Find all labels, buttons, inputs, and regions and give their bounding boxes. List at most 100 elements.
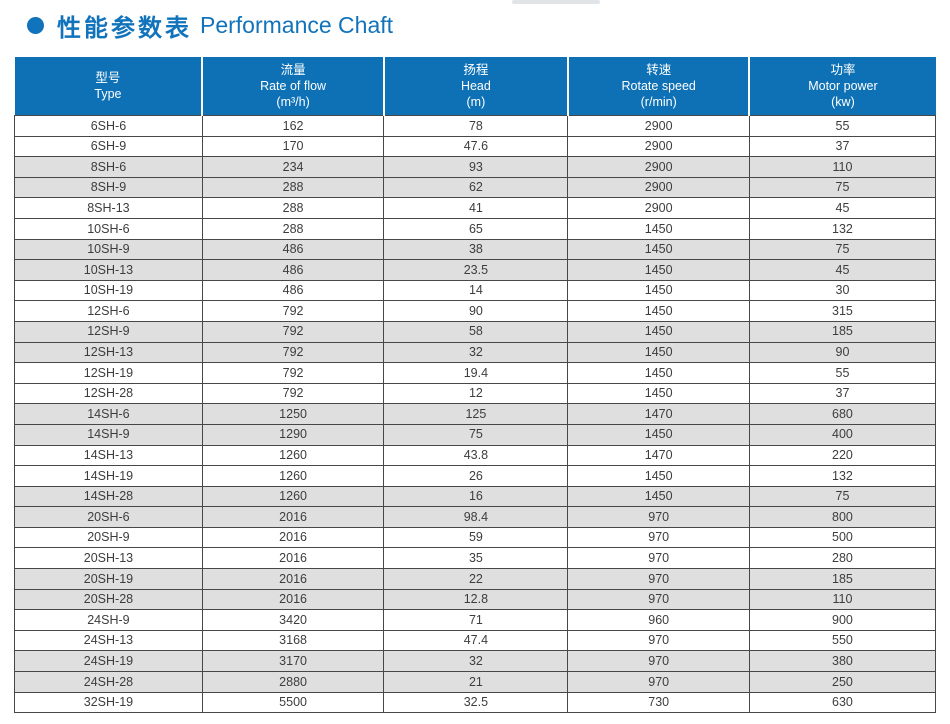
cell-head: 38	[383, 238, 569, 261]
cell-power: 550	[748, 629, 937, 652]
cell-speed: 1450	[567, 217, 750, 240]
cell-type: 8SH-13	[14, 197, 203, 219]
cell-type: 6SH-9	[14, 135, 203, 158]
table-row: 20SH-6 2016 98.4 970 800	[14, 506, 937, 528]
cell-speed: 970	[567, 671, 750, 693]
table-row: 6SH-9 170 47.6 2900 37	[14, 135, 937, 158]
table-row: 24SH-9 3420 71 960 900	[14, 609, 937, 631]
cell-type: 12SH-13	[14, 341, 203, 364]
cell-power: 75	[748, 485, 937, 508]
cell-type: 8SH-9	[14, 176, 203, 199]
cell-flow: 162	[201, 115, 385, 137]
cell-speed: 1450	[567, 485, 750, 508]
cell-speed: 1450	[567, 320, 750, 343]
table-row: 10SH-13 486 23.5 1450 45	[14, 259, 937, 281]
table-row: 14SH-19 1260 26 1450 132	[14, 465, 937, 487]
cell-speed: 970	[567, 547, 750, 570]
cell-head: 65	[383, 217, 569, 240]
column-header-en: Head	[460, 78, 491, 93]
cell-flow: 2016	[201, 588, 385, 611]
cell-type: 12SH-6	[14, 300, 203, 322]
table-header-row: 型号 Type 流量 Rate of flow (m³/h) 扬程 Head (m) 转速 Rot…	[14, 57, 936, 116]
cell-power: 220	[748, 444, 937, 467]
cell-power: 680	[748, 403, 937, 425]
cell-type: 14SH-28	[14, 485, 203, 508]
cell-power: 800	[748, 506, 937, 528]
cell-speed: 2900	[567, 156, 750, 178]
cell-speed: 1450	[567, 362, 750, 384]
table-row: 8SH-9 288 62 2900 75	[14, 176, 937, 199]
cell-head: 75	[383, 423, 569, 446]
cell-head: 23.5	[383, 259, 569, 281]
column-header-cn: 扬程	[463, 62, 489, 77]
column-header-unit: (m³/h)	[276, 95, 310, 110]
table-row: 24SH-28 2880 21 970 250	[14, 671, 937, 693]
cell-type: 8SH-6	[14, 156, 203, 178]
cell-speed: 1450	[567, 259, 750, 281]
cell-power: 400	[748, 423, 937, 446]
cell-speed: 960	[567, 609, 750, 631]
cell-flow: 486	[201, 238, 385, 261]
column-header-en: Rotate speed	[621, 78, 696, 93]
cell-speed: 1450	[567, 279, 750, 302]
table-row: 14SH-6 1250 125 1470 680	[14, 403, 937, 425]
cell-flow: 792	[201, 362, 385, 384]
cell-flow: 288	[201, 217, 385, 240]
cell-type: 12SH-19	[14, 362, 203, 384]
cell-power: 315	[748, 300, 937, 322]
cell-speed: 970	[567, 506, 750, 528]
cell-type: 24SH-28	[14, 671, 203, 693]
cell-head: 32	[383, 341, 569, 364]
cell-power: 185	[748, 320, 937, 343]
table-row: 20SH-28 2016 12.8 970 110	[14, 588, 937, 611]
cell-head: 58	[383, 320, 569, 343]
performance-table: 型号 Type 流量 Rate of flow (m³/h) 扬程 Head (m) 转速 Rot…	[14, 57, 937, 714]
cell-type: 10SH-6	[14, 217, 203, 240]
cell-speed: 2900	[567, 176, 750, 199]
cell-type: 14SH-19	[14, 465, 203, 487]
cell-flow: 2016	[201, 547, 385, 570]
cell-flow: 486	[201, 279, 385, 302]
cell-flow: 2016	[201, 526, 385, 549]
cell-flow: 288	[201, 197, 385, 219]
table-row: 10SH-19 486 14 1450 30	[14, 279, 937, 302]
cell-head: 32	[383, 650, 569, 673]
cell-head: 26	[383, 465, 569, 487]
table-row: 14SH-13 1260 43.8 1470 220	[14, 444, 937, 467]
cell-head: 71	[383, 609, 569, 631]
cell-power: 250	[748, 671, 937, 693]
cropped-text-artifact	[512, 0, 600, 4]
column-header-unit: (m)	[466, 95, 486, 110]
cell-type: 10SH-9	[14, 238, 203, 261]
table-row: 24SH-13 3168 47.4 970 550	[14, 629, 937, 652]
cell-head: 14	[383, 279, 569, 302]
cell-head: 41	[383, 197, 569, 219]
cell-head: 16	[383, 485, 569, 508]
column-header-unit: (r/min)	[640, 95, 677, 110]
cell-flow: 170	[201, 135, 385, 158]
cell-power: 30	[748, 279, 937, 302]
cell-head: 32.5	[383, 691, 569, 714]
cell-head: 12	[383, 382, 569, 405]
cell-flow: 792	[201, 382, 385, 405]
column-header-en: Motor power	[808, 78, 878, 93]
cell-head: 47.4	[383, 629, 569, 652]
cell-type: 20SH-19	[14, 568, 203, 590]
cell-flow: 234	[201, 156, 385, 178]
cell-flow: 3168	[201, 629, 385, 652]
cell-type: 14SH-6	[14, 403, 203, 425]
cell-flow: 3170	[201, 650, 385, 673]
cell-power: 280	[748, 547, 937, 570]
cell-speed: 970	[567, 526, 750, 549]
cell-speed: 1470	[567, 403, 750, 425]
cell-power: 110	[748, 156, 937, 178]
cell-type: 12SH-28	[14, 382, 203, 405]
table-header: 型号 Type 流量 Rate of flow (m³/h) 扬程 Head (m) 转速 Rot…	[14, 57, 936, 116]
cell-flow: 1260	[201, 444, 385, 467]
cell-head: 59	[383, 526, 569, 549]
cell-head: 62	[383, 176, 569, 199]
cell-head: 21	[383, 671, 569, 693]
column-header-power: 功率 Motor power (kw)	[748, 57, 936, 116]
cell-flow: 486	[201, 259, 385, 281]
